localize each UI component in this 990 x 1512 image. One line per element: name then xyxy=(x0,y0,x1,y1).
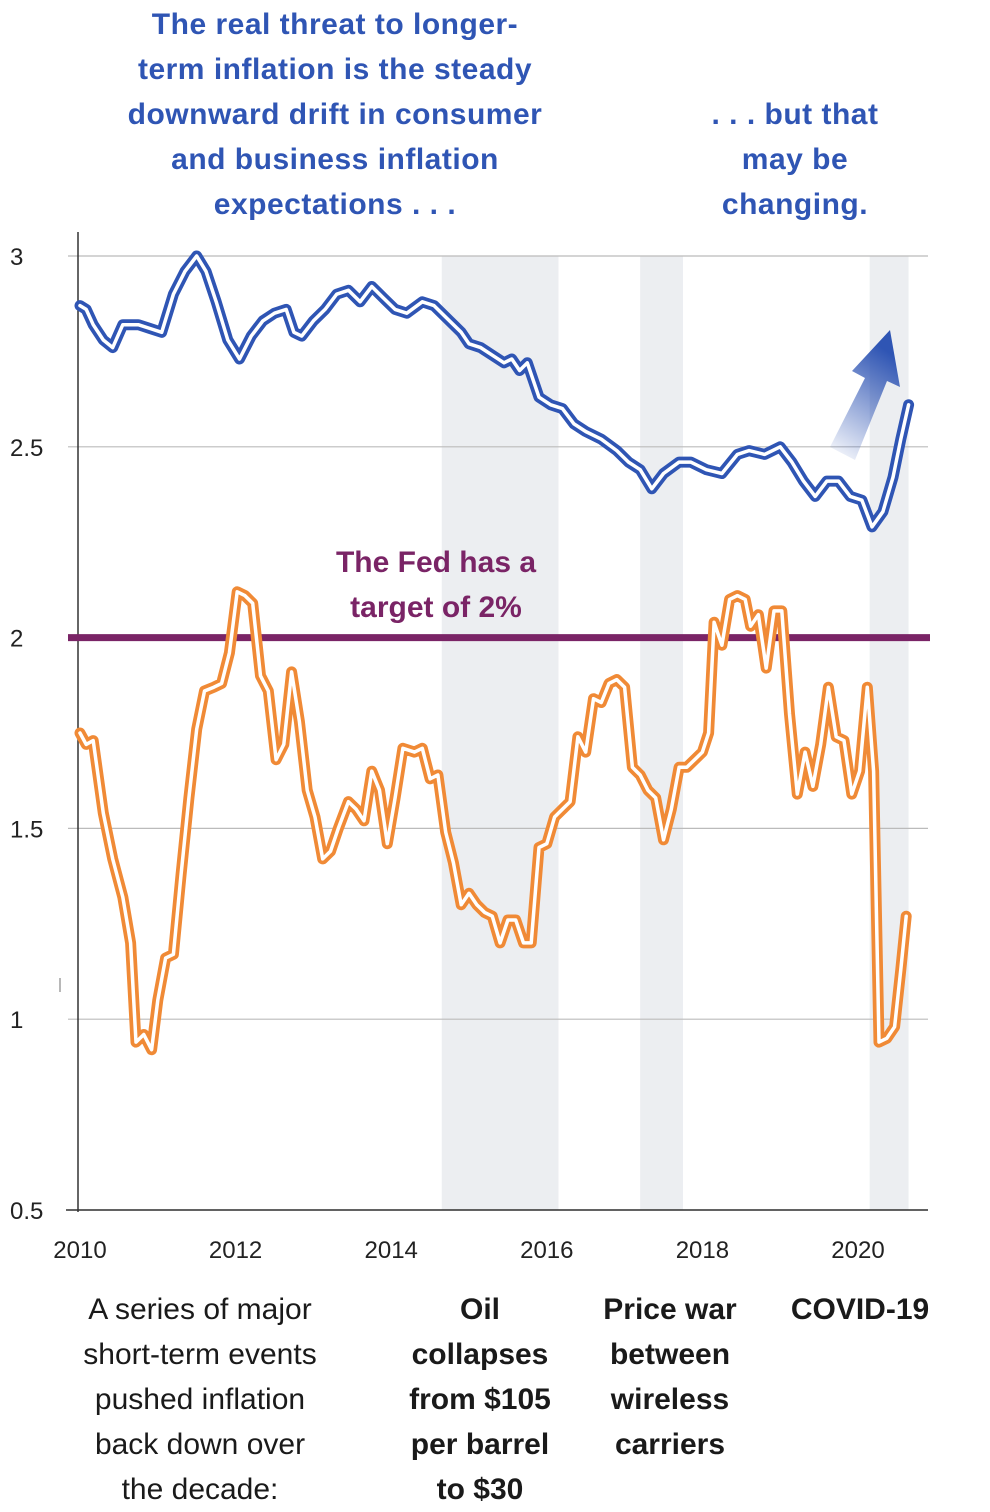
annotation-line: term inflation is the steady xyxy=(137,53,533,86)
fed-target-line: target of 2% xyxy=(350,591,522,624)
intro-line: the decade: xyxy=(121,1473,279,1506)
y-tick-label: 1 xyxy=(10,1007,23,1034)
event-line: between xyxy=(609,1338,731,1371)
intro-line: back down over xyxy=(94,1428,306,1461)
event-line: carriers xyxy=(614,1428,726,1461)
annotation-longer-term-threat: The real threat to longer- term inflatio… xyxy=(70,2,600,227)
event-price-war: Price war between wireless carriers xyxy=(570,1287,770,1467)
shaded-period xyxy=(640,256,683,1210)
upward-arrow-icon xyxy=(830,330,900,460)
x-tick-label: 2014 xyxy=(365,1237,418,1264)
intro-line: short-term events xyxy=(83,1338,317,1371)
x-tick-label: 2012 xyxy=(209,1237,262,1264)
event-oil-collapse: Oil collapses from $105 per barrel to $3… xyxy=(380,1287,580,1512)
y-tick-label: 2.5 xyxy=(10,435,43,462)
event-line: Price war xyxy=(603,1293,737,1326)
fed-target-label: The Fed has a target of 2% xyxy=(286,540,586,630)
inflation-chart: 0.5 1 1.5 2 2.5 3 2010 2012 2014 2016 2018 2020 xyxy=(10,232,930,1264)
bottom-intro: A series of major short-term events push… xyxy=(20,1287,380,1512)
event-line: collapses xyxy=(411,1338,549,1371)
event-covid: COVID-19 xyxy=(770,1287,950,1332)
event-line: Oil xyxy=(459,1293,500,1326)
event-line: wireless xyxy=(610,1383,730,1416)
x-tick-label: 2020 xyxy=(831,1237,884,1264)
annotation-line: expectations . . . xyxy=(213,188,457,221)
event-line: to $30 xyxy=(436,1473,524,1506)
x-tick-label: 2018 xyxy=(676,1237,729,1264)
event-line: COVID-19 xyxy=(790,1293,930,1326)
y-tick-label: 2 xyxy=(10,626,23,653)
fed-target-line: The Fed has a xyxy=(335,546,537,579)
intro-line: A series of major xyxy=(88,1293,312,1326)
y-tick-label: 1.5 xyxy=(10,816,43,843)
annotation-line: downward drift in consumer xyxy=(127,98,543,131)
annotation-line: and business inflation xyxy=(171,143,499,176)
annotation-line: changing. xyxy=(721,188,869,221)
annotation-line: . . . but that xyxy=(711,98,879,131)
annotation-line: may be xyxy=(741,143,849,176)
annotation-line: The real threat to longer- xyxy=(151,8,519,41)
y-tick-label: 0.5 xyxy=(10,1198,43,1225)
expectations-series-core xyxy=(78,254,911,529)
annotation-but-changing: . . . but that may be changing. xyxy=(680,92,910,227)
x-tick-label: 2010 xyxy=(53,1237,106,1264)
x-tick-label: 2016 xyxy=(520,1237,573,1264)
event-line: from $105 xyxy=(409,1383,551,1416)
y-tick-label: 3 xyxy=(10,244,23,271)
intro-line: pushed inflation xyxy=(94,1383,306,1416)
shaded-period xyxy=(441,256,559,1210)
event-line: per barrel xyxy=(410,1428,550,1461)
inflation-series-core xyxy=(78,590,908,1052)
